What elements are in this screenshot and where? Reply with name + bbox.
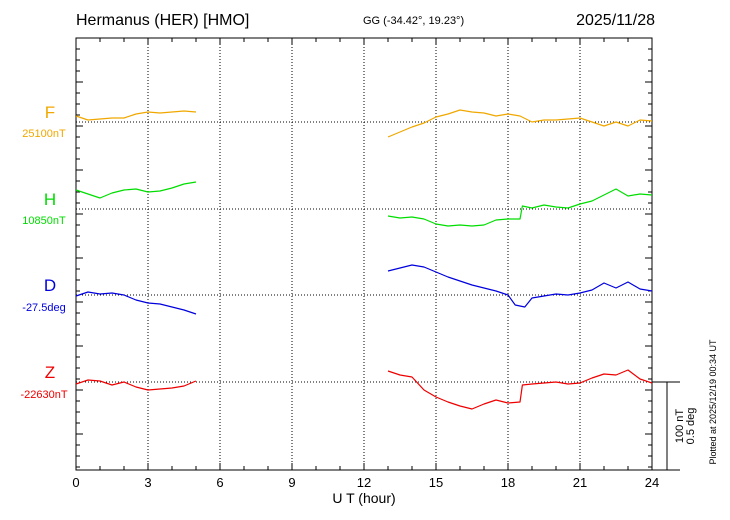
- x-axis-label: U T (hour): [332, 490, 395, 506]
- baseline-value-H: 10850nT: [22, 215, 66, 227]
- series-line-D-1: [75, 291, 197, 315]
- series-name-D: D: [44, 276, 56, 295]
- x-tick-label-24: 24: [645, 475, 659, 490]
- scale-bar: 100 nT 0.5 deg: [652, 381, 697, 471]
- series-line-H-2: [387, 188, 653, 227]
- x-tick-label-9: 9: [288, 475, 295, 490]
- plotted-timestamp: Plotted at 2025/12/19 00:34 UT: [708, 339, 718, 465]
- chart-title: Hermanus (HER) [HMO]: [76, 12, 249, 29]
- x-tick-label-6: 6: [216, 475, 223, 490]
- scale-label-deg: 0.5 deg: [685, 408, 697, 445]
- series-line-Z-1: [75, 379, 197, 391]
- series-line-D-2: [387, 264, 653, 308]
- series-line-F-2: [387, 109, 653, 138]
- series-line-H-1: [75, 181, 197, 199]
- series-name-Z: Z: [45, 363, 55, 382]
- chart-date: 2025/11/28: [576, 12, 655, 29]
- series-name-H: H: [44, 190, 56, 209]
- baseline-value-D: -27.5deg: [22, 302, 65, 314]
- series-line-F-1: [75, 110, 197, 121]
- baseline-value-Z: -22630nT: [20, 389, 67, 401]
- scale-label-nt: 100 nT: [674, 409, 686, 444]
- series-name-F: F: [45, 103, 55, 122]
- series-lines: [75, 109, 653, 410]
- x-tick-label-18: 18: [501, 475, 515, 490]
- station-coordinates: GG (-34.42°, 19.23°): [363, 15, 464, 27]
- baseline-value-F: 25100nT: [22, 128, 66, 140]
- x-tick-label-15: 15: [429, 475, 443, 490]
- x-tick-label-21: 21: [573, 475, 587, 490]
- plot-frame: [75, 37, 653, 471]
- series-labels: F 25100nT H 10850nT D -27.5deg Z -22630nT: [20, 103, 67, 401]
- axis-ticks: [75, 38, 653, 470]
- x-tick-label-0: 0: [72, 475, 79, 490]
- x-tick-label-3: 3: [144, 475, 151, 490]
- series-line-Z-2: [387, 369, 653, 410]
- x-tick-label-12: 12: [357, 475, 371, 490]
- grid-lines: [147, 38, 581, 470]
- x-tick-labels: 0 3 6 9 12 15 18 21 24: [72, 475, 659, 490]
